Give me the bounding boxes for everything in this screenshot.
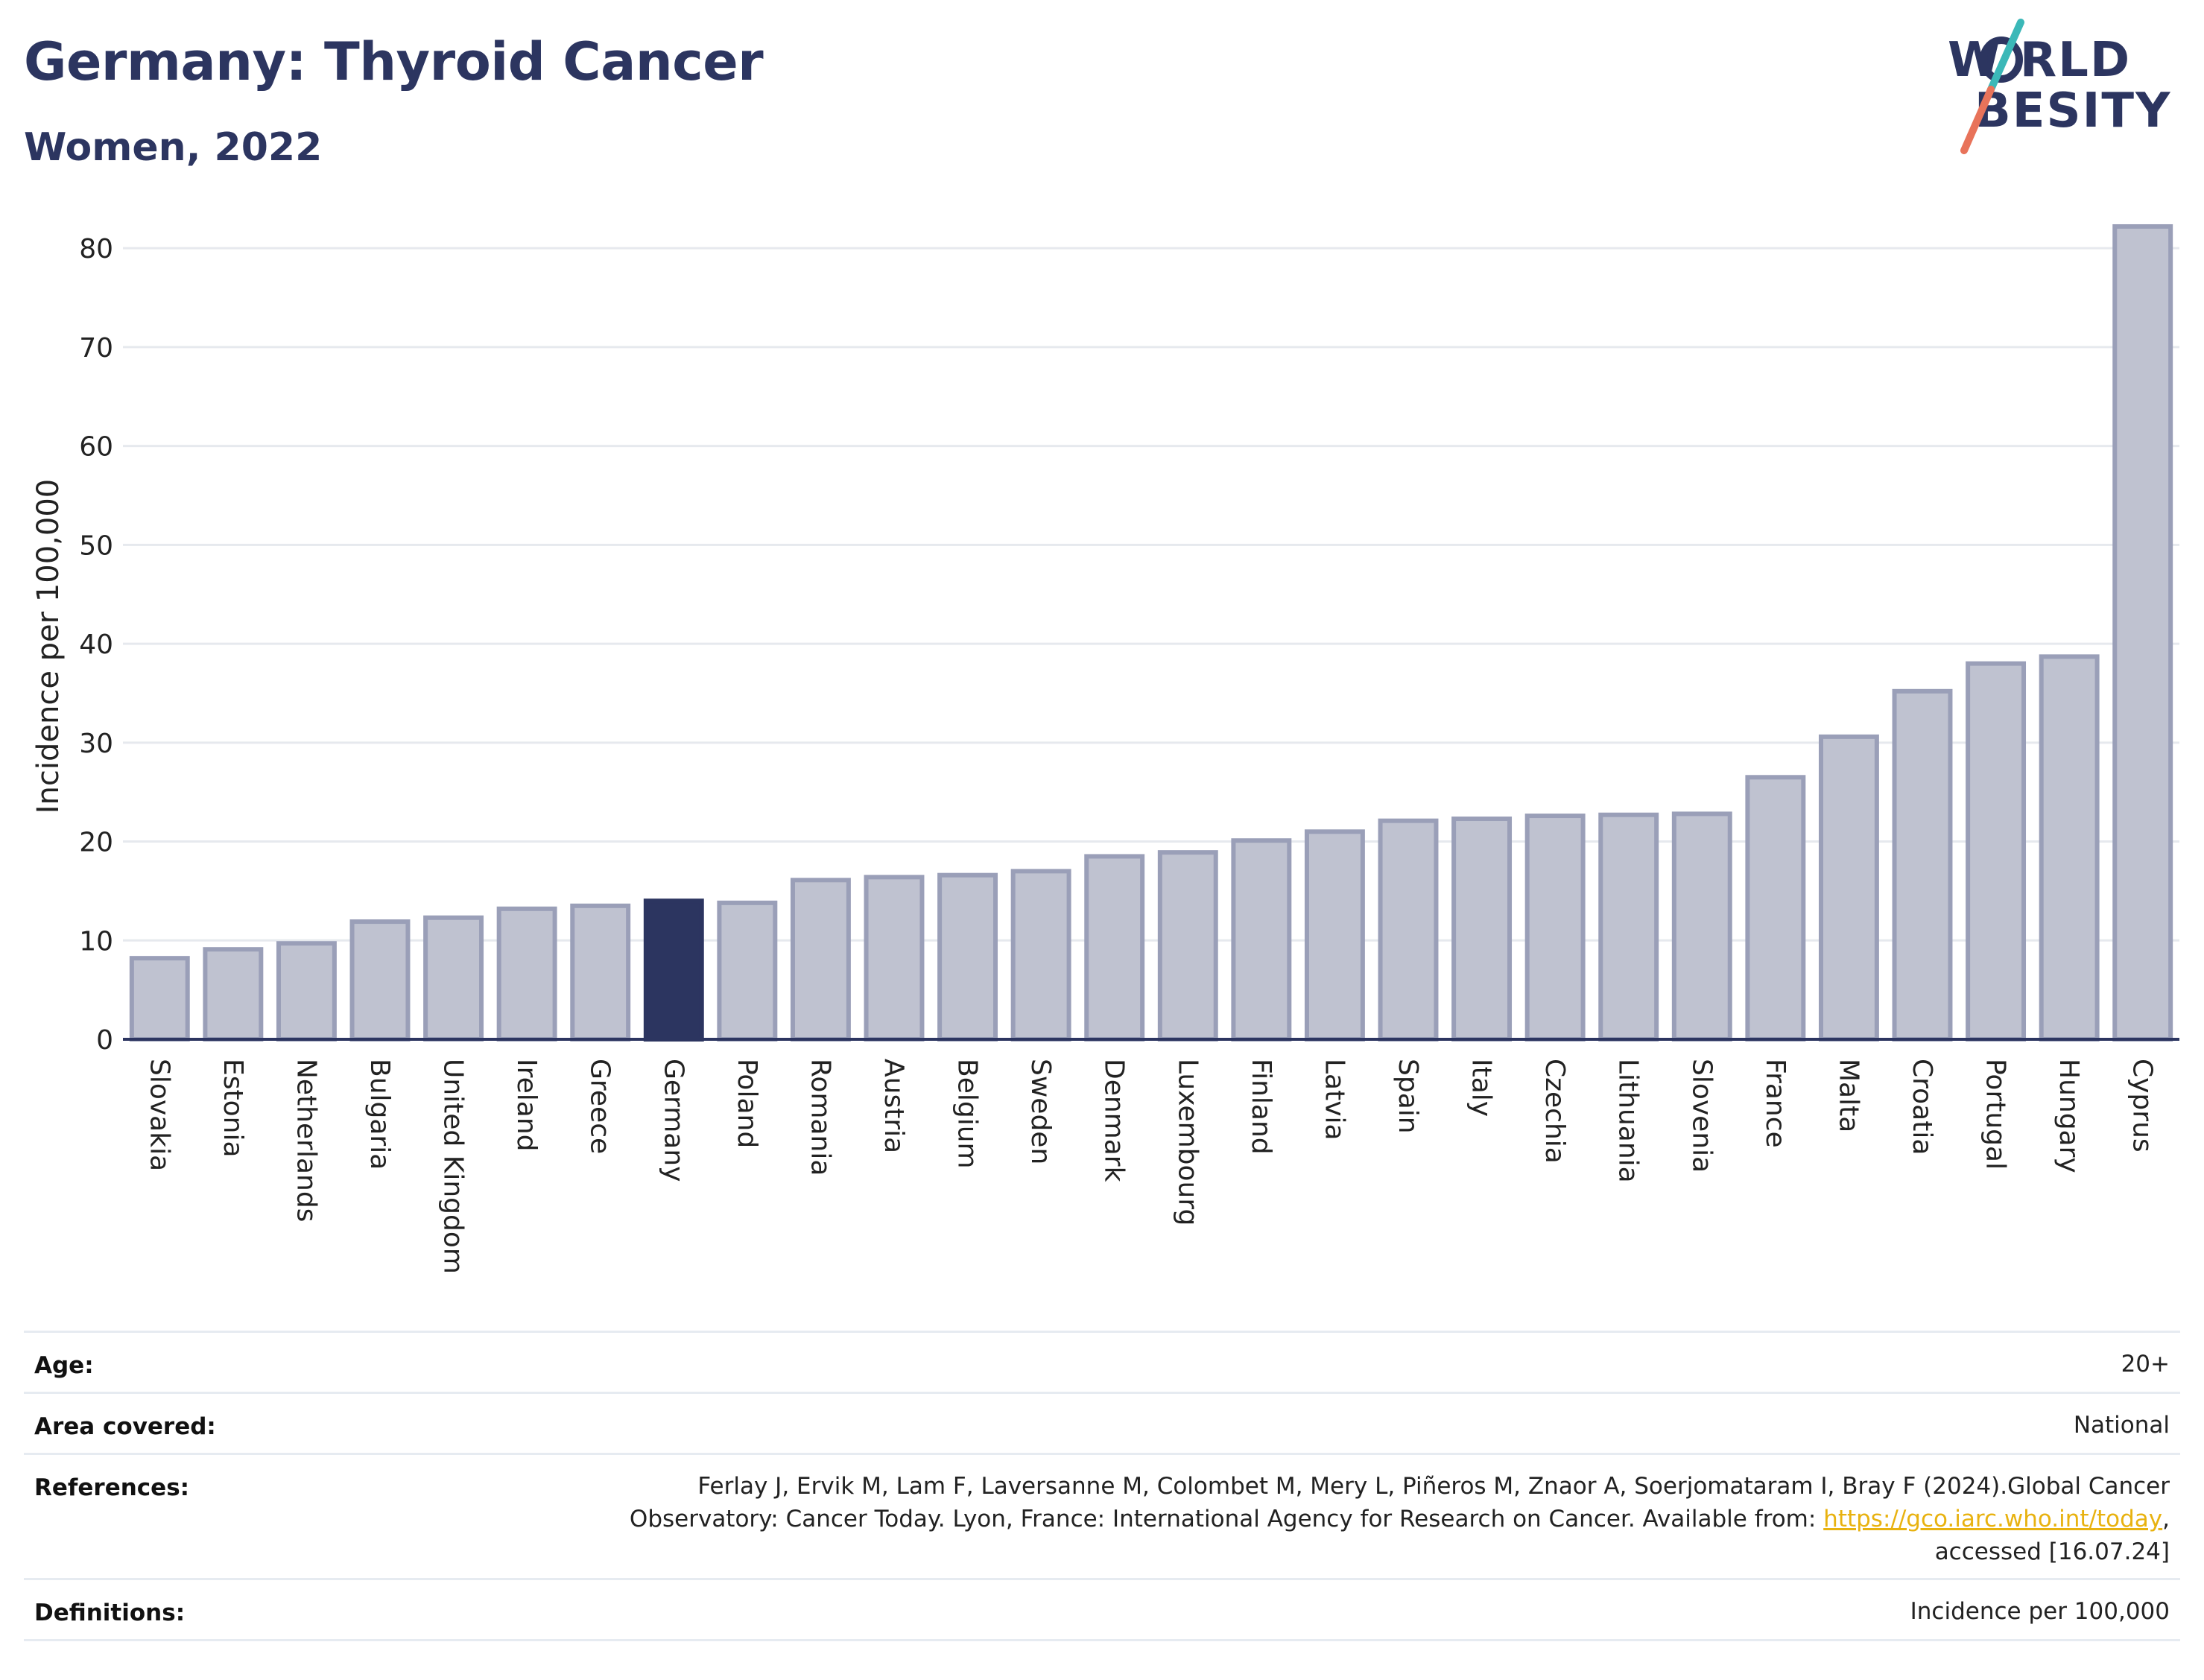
bar — [349, 919, 411, 1042]
logo-line-1: W RLD — [1948, 33, 2131, 88]
x-tick-label: Cyprus — [2127, 1059, 2158, 1153]
y-tick-label: 0 — [96, 1025, 113, 1056]
y-tick-label: 20 — [79, 828, 113, 858]
references-line-2-prefix: Observatory: Cancer Today. Lyon, France:… — [629, 1506, 1824, 1532]
bar — [276, 941, 337, 1042]
x-tick-label: Portugal — [1980, 1059, 2011, 1170]
x-tick-label: Spain — [1393, 1059, 1423, 1134]
y-tick-label: 70 — [79, 333, 113, 364]
x-tick-label: Austria — [878, 1059, 909, 1153]
info-row-age: Age: 20+ — [24, 1331, 2180, 1392]
x-tick-label: Greece — [585, 1059, 615, 1154]
bar — [1231, 838, 1292, 1042]
bar — [1084, 854, 1145, 1042]
x-tick-label: Germany — [658, 1059, 688, 1182]
x-tick-label: Slovenia — [1686, 1059, 1717, 1173]
bar — [790, 878, 851, 1042]
x-tick-label: France — [1760, 1059, 1790, 1148]
info-row-definitions: Definitions: Incidence per 100,000 — [24, 1578, 2180, 1639]
x-tick-label: Bulgaria — [364, 1059, 395, 1170]
y-tick-label: 50 — [79, 530, 113, 561]
references-line-3: accessed [16.07.24] — [1934, 1538, 2170, 1565]
definitions-label: Definitions: — [34, 1600, 186, 1626]
bar — [1598, 812, 1659, 1042]
x-tick-label: Poland — [732, 1059, 762, 1148]
x-tick-label: Finland — [1246, 1059, 1276, 1155]
x-tick-label: Lithuania — [1613, 1059, 1644, 1183]
x-tick-label: Ireland — [511, 1059, 542, 1152]
page-title: Germany: Thyroid Cancer — [24, 31, 764, 92]
bar — [1671, 811, 1732, 1042]
world-obesity-logo: W RLD BESITY — [1948, 19, 2171, 154]
references-label: References: — [34, 1474, 190, 1501]
bar — [1524, 814, 1586, 1042]
bar — [203, 947, 264, 1042]
x-tick-label: Italy — [1466, 1059, 1497, 1117]
bar — [1966, 661, 2027, 1042]
x-tick-label: Luxembourg — [1172, 1059, 1203, 1226]
x-tick-label: Hungary — [2053, 1059, 2084, 1173]
bar — [496, 906, 557, 1042]
references-line-2-suffix: , — [2162, 1506, 2170, 1532]
references-line-2: Observatory: Cancer Today. Lyon, France:… — [630, 1503, 2170, 1535]
bar — [643, 898, 704, 1042]
bar — [570, 903, 631, 1042]
y-axis-label: Incidence per 100,000 — [31, 479, 66, 814]
info-bottom-border — [24, 1639, 2180, 1641]
bar — [1010, 869, 1071, 1042]
bar — [1451, 817, 1513, 1042]
x-tick-label: Romania — [805, 1059, 835, 1176]
x-tick-label: Estonia — [218, 1059, 248, 1158]
y-tick-label: 40 — [79, 630, 113, 660]
bar-chart: 0 10 20 30 40 50 60 70 80 Incidence per 100,000 Sl… — [31, 224, 2179, 1274]
logo-slash-top — [1987, 19, 2024, 93]
bar — [423, 915, 484, 1042]
x-tick-label: Netherlands — [291, 1059, 321, 1222]
x-tick-label: Denmark — [1099, 1059, 1130, 1182]
x-tick-label: Sweden — [1025, 1059, 1056, 1164]
y-tick-label: 80 — [79, 234, 113, 264]
logo-line-2: BESITY — [1975, 83, 2171, 139]
x-tick-label: Czechia — [1539, 1059, 1570, 1164]
definitions-value: Incidence per 100,000 — [1910, 1598, 2170, 1625]
x-tick-label: Latvia — [1319, 1059, 1349, 1141]
info-row-area: Area covered: National — [24, 1392, 2180, 1453]
bar — [1378, 818, 1439, 1042]
references-line-1: Ferlay J, Ervik M, Lam F, Laversanne M, … — [697, 1473, 2170, 1500]
page-subtitle: Women, 2022 — [24, 125, 323, 170]
bar — [937, 872, 998, 1042]
references-link[interactable]: https://gco.iarc.who.int/today — [1823, 1506, 2163, 1532]
y-tick-label: 10 — [79, 926, 113, 957]
area-value: National — [2073, 1412, 2170, 1439]
x-tick-label: Malta — [1833, 1059, 1863, 1132]
y-tick-label: 60 — [79, 432, 113, 463]
references-value: Ferlay J, Ervik M, Lam F, Laversanne M, … — [630, 1470, 2170, 1568]
y-tick-label: 30 — [79, 729, 113, 759]
bar — [864, 875, 925, 1042]
bar — [1892, 688, 1953, 1042]
x-tick-label: Croatia — [1907, 1059, 1937, 1155]
area-label: Area covered: — [34, 1413, 216, 1440]
bar — [1818, 734, 1879, 1042]
bar — [1304, 829, 1365, 1042]
bar — [2112, 224, 2173, 1042]
logo-slash-bottom — [1960, 86, 1995, 154]
age-value: 20+ — [2121, 1351, 2170, 1378]
x-tick-label: Slovakia — [144, 1059, 174, 1171]
bar — [717, 900, 778, 1042]
bar — [129, 956, 190, 1042]
bar — [1157, 850, 1218, 1042]
bar — [2039, 654, 2100, 1042]
x-tick-label: Belgium — [952, 1059, 983, 1169]
age-label: Age: — [34, 1352, 94, 1379]
x-tick-label: United Kingdom — [438, 1059, 469, 1274]
info-row-references: References: Ferlay J, Ervik M, Lam F, La… — [24, 1453, 2180, 1578]
bar — [1745, 775, 1806, 1042]
logo-letter-o-top — [1980, 37, 2023, 83]
